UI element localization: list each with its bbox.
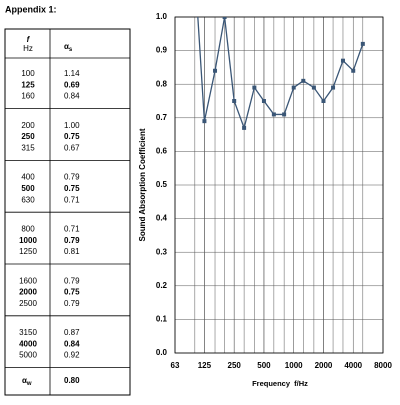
marker: [291, 85, 296, 90]
y-tick-label: 0.7: [156, 113, 168, 122]
freq-cell: 1250: [19, 247, 37, 256]
marker: [202, 119, 207, 124]
x-tick-label: 500: [257, 361, 271, 370]
marker: [252, 85, 257, 90]
marker: [360, 41, 365, 46]
text-part: s: [69, 47, 73, 53]
alpha-cell: 0.92: [64, 351, 80, 360]
freq-cell: 100: [21, 69, 35, 78]
x-tick-label: 250: [228, 361, 242, 370]
alpha-cell: 0.79: [64, 173, 80, 182]
y-tick-label: 1.0: [156, 12, 168, 21]
x-tick-label: 8000: [374, 361, 392, 370]
title: Appendix 1:: [5, 4, 57, 14]
plot-frame: [174, 16, 384, 354]
alpha-cell: 0.84: [64, 339, 80, 348]
y-tick-label: 0.0: [156, 348, 168, 357]
alpha-cell: 0.75: [64, 132, 80, 141]
text-part: w: [26, 381, 32, 387]
freq-cell: 160: [21, 92, 35, 101]
alpha-cell: 0.75: [64, 184, 80, 193]
alpha-cell: 0.67: [64, 144, 80, 153]
y-tick-label: 0.6: [156, 147, 168, 156]
freq-cell: 400: [21, 173, 35, 182]
freq-cell: 1600: [19, 276, 37, 285]
text-part: α: [22, 376, 27, 385]
freq-cell: 3150: [19, 328, 37, 337]
x-tick-label: 4000: [344, 361, 362, 370]
freq-cell: 315: [21, 144, 35, 153]
alpha-cell: 0.71: [64, 195, 80, 204]
freq-cell: 125: [21, 80, 35, 89]
footer-label: αw: [22, 376, 32, 386]
freq-cell: 630: [21, 195, 35, 204]
marker: [331, 85, 336, 90]
freq-cell: 500: [21, 184, 35, 193]
text-part: α: [64, 42, 69, 51]
alpha-cell: 0.79: [64, 299, 80, 308]
freq-cell: 2000: [19, 288, 37, 297]
header-alpha: αs: [64, 42, 73, 52]
marker: [301, 78, 306, 83]
alpha-cell: 0.69: [64, 80, 80, 89]
line: [197, 17, 364, 131]
marker: [340, 58, 345, 63]
y-tick-label: 0.3: [156, 247, 168, 256]
marker: [351, 68, 356, 73]
y-axis-label: Sound Absorption Coefficient: [138, 128, 147, 241]
marker: [213, 68, 218, 73]
marker: [321, 99, 326, 103]
alpha-cell: 0.79: [64, 276, 80, 285]
x-tick-label: 1000: [285, 361, 303, 370]
x-tick-label: 2000: [315, 361, 333, 370]
y-tick-label: 0.9: [156, 46, 168, 55]
alpha-cell: 1.00: [64, 121, 80, 130]
freq-cell: 800: [21, 225, 35, 234]
alpha-cell: 0.71: [64, 225, 80, 234]
plot-area: [197, 17, 365, 131]
marker: [271, 112, 276, 117]
freq-cell: 2500: [19, 299, 37, 308]
x-tick-label: 63: [171, 361, 180, 370]
alpha-cell: 0.84: [64, 92, 80, 101]
y-tick-label: 0.1: [156, 315, 168, 324]
marker: [222, 17, 227, 19]
freq-cell: 250: [21, 132, 35, 141]
header-unit: Hz: [23, 44, 33, 53]
y-tick-label: 0.2: [156, 281, 168, 290]
alpha-cell: 0.75: [64, 288, 80, 297]
footer-value: 0.80: [64, 376, 80, 385]
alpha-cell: 0.81: [64, 247, 80, 256]
freq-cell: 1000: [19, 236, 37, 245]
y-tick-label: 0.5: [156, 180, 168, 189]
marker: [282, 112, 287, 117]
freq-cell: 5000: [19, 351, 37, 360]
y-tick-label: 0.8: [156, 79, 168, 88]
y-tick-label: 0.4: [156, 214, 168, 223]
marker: [261, 99, 266, 103]
freq-cell: 4000: [19, 339, 37, 348]
header-f: f: [27, 35, 31, 44]
alpha-cell: 0.79: [64, 236, 80, 245]
marker: [311, 85, 316, 90]
x-tick-label: 125: [198, 361, 212, 370]
marker: [232, 99, 237, 103]
alpha-cell: 1.14: [64, 69, 80, 78]
x-axis-label: Frequency f/Hz: [252, 379, 308, 388]
freq-cell: 200: [21, 121, 35, 130]
alpha-cell: 0.87: [64, 328, 80, 337]
marker: [242, 125, 247, 130]
